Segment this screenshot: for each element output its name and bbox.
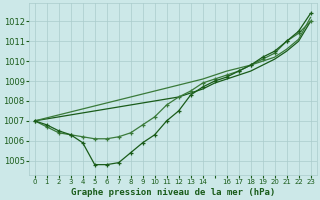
X-axis label: Graphe pression niveau de la mer (hPa): Graphe pression niveau de la mer (hPa) bbox=[70, 188, 275, 197]
